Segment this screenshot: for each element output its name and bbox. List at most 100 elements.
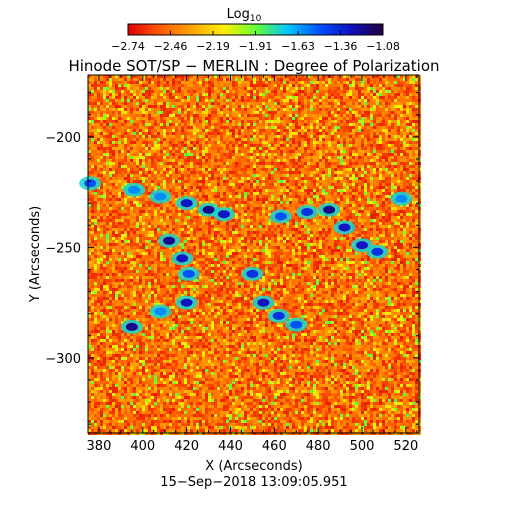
- heatmap-cell: [199, 138, 202, 141]
- heatmap-cell: [139, 78, 142, 81]
- heatmap-cell: [250, 177, 253, 180]
- heatmap-cell: [286, 87, 289, 90]
- heatmap-cell: [304, 129, 307, 132]
- heatmap-cell: [103, 93, 106, 96]
- heatmap-cell: [292, 165, 295, 168]
- heatmap-cell: [289, 174, 292, 177]
- heatmap-cell: [166, 93, 169, 96]
- heatmap-cell: [220, 135, 223, 138]
- heatmap-cell: [283, 189, 286, 192]
- heatmap-cell: [370, 201, 373, 204]
- heatmap-cell: [154, 99, 157, 102]
- heatmap-cell: [109, 198, 112, 201]
- heatmap-cell: [373, 102, 376, 105]
- heatmap-cell: [343, 93, 346, 96]
- heatmap-cell: [145, 132, 148, 135]
- heatmap-cell: [304, 156, 307, 159]
- heatmap-cell: [196, 168, 199, 171]
- heatmap-cell: [358, 141, 361, 144]
- heatmap-cell: [181, 135, 184, 138]
- heatmap-cell: [277, 141, 280, 144]
- heatmap-cell: [304, 78, 307, 81]
- heatmap-cell: [373, 78, 376, 81]
- heatmap-cell: [196, 156, 199, 159]
- heatmap-cell: [229, 132, 232, 135]
- heatmap-cell: [331, 93, 334, 96]
- heatmap-cell: [181, 78, 184, 81]
- heatmap-cell: [409, 171, 412, 174]
- heatmap-cell: [223, 174, 226, 177]
- heatmap-cell: [415, 189, 418, 192]
- heatmap-cell: [253, 141, 256, 144]
- heatmap-cell: [256, 204, 259, 207]
- heatmap-cell: [109, 138, 112, 141]
- heatmap-cell: [331, 141, 334, 144]
- heatmap-cell: [409, 114, 412, 117]
- heatmap-cell: [364, 123, 367, 126]
- heatmap-cell: [391, 141, 394, 144]
- heatmap-cell: [301, 201, 304, 204]
- heatmap-cell: [136, 135, 139, 138]
- heatmap-cell: [355, 183, 358, 186]
- heatmap-cell: [142, 111, 145, 114]
- heatmap-cell: [310, 168, 313, 171]
- heatmap-cell: [376, 159, 379, 162]
- heatmap-cell: [379, 183, 382, 186]
- heatmap-cell: [124, 162, 127, 165]
- heatmap-cell: [88, 120, 91, 123]
- heatmap-cell: [253, 162, 256, 165]
- heatmap-cell: [313, 96, 316, 99]
- heatmap-cell: [292, 168, 295, 171]
- heatmap-cell: [361, 201, 364, 204]
- heatmap-cell: [382, 192, 385, 195]
- heatmap-cell: [307, 168, 310, 171]
- heatmap-cell: [208, 84, 211, 87]
- heatmap-cell: [190, 174, 193, 177]
- heatmap-cell: [187, 138, 190, 141]
- heatmap-cell: [217, 192, 220, 195]
- heatmap-cell: [331, 123, 334, 126]
- heatmap-cell: [196, 84, 199, 87]
- heatmap-cell: [115, 123, 118, 126]
- heatmap-cell: [310, 177, 313, 180]
- heatmap-cell: [295, 183, 298, 186]
- heatmap-cell: [97, 114, 100, 117]
- heatmap-cell: [160, 153, 163, 156]
- heatmap-cell: [328, 111, 331, 114]
- heatmap-cell: [385, 153, 388, 156]
- heatmap-cell: [94, 201, 97, 204]
- heatmap-cell: [100, 201, 103, 204]
- heatmap-cell: [187, 90, 190, 93]
- heatmap-cell: [145, 147, 148, 150]
- heatmap-cell: [250, 75, 253, 78]
- heatmap-cell: [361, 93, 364, 96]
- heatmap-cell: [163, 132, 166, 135]
- heatmap-cell: [172, 96, 175, 99]
- heatmap-cell: [322, 198, 325, 201]
- heatmap-cell: [301, 75, 304, 78]
- heatmap-cell: [163, 93, 166, 96]
- heatmap-cell: [364, 165, 367, 168]
- heatmap-cell: [340, 135, 343, 138]
- heatmap-cell: [337, 180, 340, 183]
- heatmap-cell: [235, 165, 238, 168]
- heatmap-cell: [265, 141, 268, 144]
- heatmap-cell: [244, 174, 247, 177]
- heatmap-cell: [253, 123, 256, 126]
- heatmap-cell: [202, 99, 205, 102]
- heatmap-cell: [280, 159, 283, 162]
- heatmap-cell: [385, 147, 388, 150]
- heatmap-cell: [253, 135, 256, 138]
- heatmap-cell: [283, 177, 286, 180]
- heatmap-cell: [100, 96, 103, 99]
- heatmap-cell: [247, 102, 250, 105]
- heatmap-cell: [88, 141, 91, 144]
- heatmap-cell: [160, 186, 163, 189]
- heatmap-cell: [100, 192, 103, 195]
- heatmap-cell: [307, 84, 310, 87]
- heatmap-cell: [199, 123, 202, 126]
- heatmap-cell: [247, 180, 250, 183]
- heatmap-cell: [286, 156, 289, 159]
- heatmap-cell: [409, 96, 412, 99]
- heatmap-cell: [379, 102, 382, 105]
